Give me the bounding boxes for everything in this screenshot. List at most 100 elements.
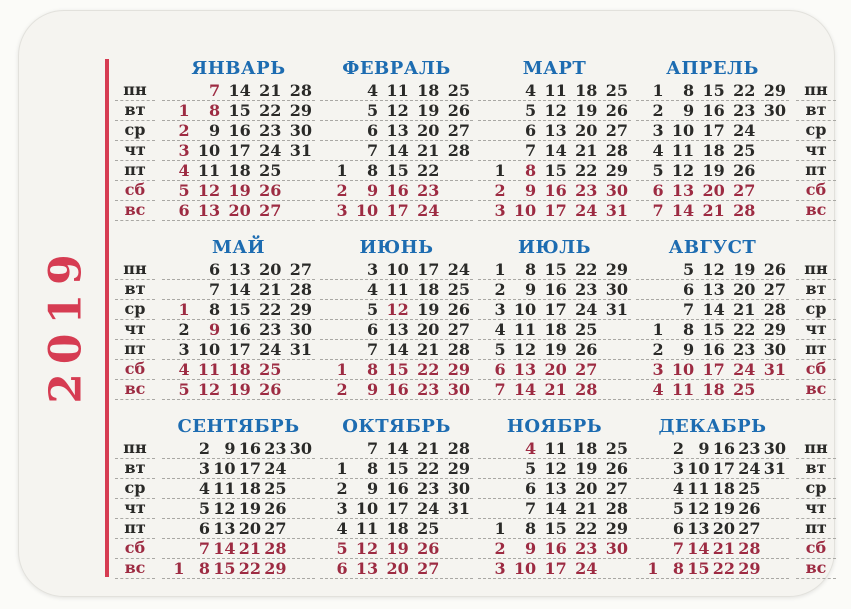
day-cell <box>320 439 351 458</box>
day-cell: 13 <box>355 559 379 578</box>
day-cell: 17 <box>544 559 567 578</box>
day-cell <box>600 360 631 379</box>
day-cell <box>478 121 509 140</box>
day-cell: 7 <box>209 280 221 299</box>
day-cell: 5 <box>178 380 190 399</box>
day-cell: 30 <box>289 439 312 458</box>
day-cell: 6 <box>209 260 221 279</box>
weekday-labels-right: пн вт ср чт пт сб вс <box>794 236 838 400</box>
day-cell: 4 <box>525 439 537 458</box>
weekday-row: 5 12 19 26 <box>478 101 631 121</box>
day-cell: 1 <box>336 161 348 180</box>
day-cell: 23 <box>259 320 282 339</box>
day-cell: 7 <box>367 141 379 160</box>
day-cell: 23 <box>259 121 282 140</box>
day-cell: 22 <box>733 81 756 100</box>
month-may: МАЙ 6 13 20 27 7 14 21 28 1 8 15 22 29 2 9 16 23 30 3 10 17 24… <box>162 236 315 400</box>
weekday-row: 4 11 18 25 <box>636 380 789 400</box>
weekday-row: 5 12 19 26 <box>162 380 315 400</box>
day-cell: 19 <box>712 499 735 518</box>
month-title: ИЮНЬ <box>359 237 434 258</box>
day-cell <box>478 479 509 498</box>
day-cell: 21 <box>417 340 440 359</box>
weekday-label: ср <box>113 300 157 320</box>
day-cell: 13 <box>544 121 567 140</box>
day-cell: 12 <box>355 539 379 558</box>
day-cell: 5 <box>178 181 190 200</box>
day-cell: 14 <box>544 141 567 160</box>
month-title: АПРЕЛЬ <box>666 58 759 79</box>
day-cell: 31 <box>605 201 628 220</box>
day-cell: 18 <box>228 360 251 379</box>
day-cell: 20 <box>733 280 756 299</box>
weekday-row: 6 13 20 27 <box>478 479 631 499</box>
day-cell: 11 <box>544 81 567 100</box>
day-cell: 11 <box>386 280 409 299</box>
day-cell: 2 <box>494 181 506 200</box>
day-cell: 9 <box>698 439 710 458</box>
day-cell: 11 <box>544 439 567 458</box>
day-cell: 24 <box>575 559 598 578</box>
months-row-2: пн вт ср чт пт сб вс МАЙ 6 13 20 27 7 14 21 28 1 8 15 22 29 2… <box>113 236 840 400</box>
day-cell: 1 <box>173 559 185 578</box>
day-cell: 14 <box>687 539 710 558</box>
day-cell: 11 <box>213 479 236 498</box>
weekday-row: 4 11 18 25 <box>478 81 631 101</box>
day-cell: 8 <box>672 559 684 578</box>
weekday-label-text: пт <box>115 161 155 181</box>
weekday-row: 3 10 17 24 31 <box>636 360 789 380</box>
day-cell: 13 <box>702 280 725 299</box>
day-cell: 6 <box>367 320 379 339</box>
day-cell: 3 <box>198 459 210 478</box>
day-cell: 14 <box>544 499 567 518</box>
day-cell: 8 <box>367 360 379 379</box>
day-cell: 25 <box>733 380 756 399</box>
day-cell: 24 <box>417 499 440 518</box>
day-cell: 20 <box>712 519 735 538</box>
day-cell: 12 <box>702 260 725 279</box>
day-cell: 4 <box>672 479 684 498</box>
weekday-row: 4 11 18 25 <box>162 161 315 181</box>
day-cell <box>636 300 667 319</box>
day-cell <box>442 181 473 200</box>
day-cell: 11 <box>687 479 710 498</box>
day-cell: 16 <box>386 181 409 200</box>
day-cell: 19 <box>417 101 440 120</box>
day-cell: 23 <box>417 479 440 498</box>
day-cell: 21 <box>575 141 598 160</box>
day-cell: 28 <box>289 81 312 100</box>
day-cell: 19 <box>575 101 598 120</box>
day-cell: 6 <box>672 519 684 538</box>
weekday-row: 1 8 15 22 <box>320 161 473 181</box>
weekday-label: вс <box>113 201 157 221</box>
day-cell: 19 <box>228 380 251 399</box>
day-cell: 1 <box>494 519 506 538</box>
day-cell: 29 <box>605 260 628 279</box>
weekday-labels-left: пн вт ср чт пт сб вс <box>113 57 157 221</box>
day-cell: 29 <box>264 559 287 578</box>
day-cell <box>758 161 789 180</box>
day-cell: 10 <box>687 459 710 478</box>
day-cell: 6 <box>367 121 379 140</box>
day-cell: 12 <box>386 300 409 319</box>
day-cell: 9 <box>224 439 236 458</box>
day-cell: 15 <box>687 559 710 578</box>
day-cell <box>162 539 188 558</box>
weekday-labels-left: пн вт ср чт пт сб вс <box>113 236 157 400</box>
day-cell: 10 <box>513 201 537 220</box>
day-cell <box>478 459 509 478</box>
weekday-row: 1 8 15 22 29 <box>320 360 473 380</box>
weekday-label-text: чт <box>796 141 836 161</box>
day-cell: 15 <box>544 519 567 538</box>
weekday-row: 1 8 15 22 29 <box>636 320 789 340</box>
weekday-row: 6 13 20 27 <box>162 201 315 221</box>
weekday-row: 4 11 18 25 <box>162 479 315 499</box>
weekday-row: 1 8 15 22 29 <box>320 459 473 479</box>
day-cell <box>764 559 790 578</box>
weekday-row: 4 11 18 25 <box>320 280 473 300</box>
weekday-label: вт <box>794 280 838 300</box>
day-cell: 11 <box>671 380 695 399</box>
day-cell: 26 <box>259 380 282 399</box>
weekday-row: 6 13 20 27 <box>478 360 631 380</box>
day-cell: 19 <box>238 499 261 518</box>
